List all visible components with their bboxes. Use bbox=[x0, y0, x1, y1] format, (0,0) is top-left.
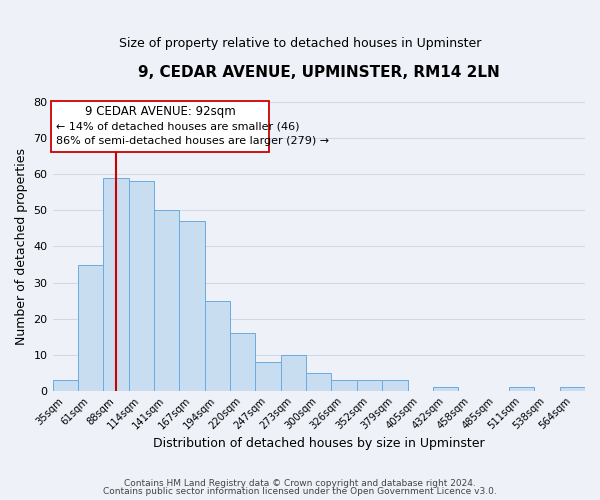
Bar bbox=[205, 300, 230, 391]
Title: 9, CEDAR AVENUE, UPMINSTER, RM14 2LN: 9, CEDAR AVENUE, UPMINSTER, RM14 2LN bbox=[138, 65, 500, 80]
X-axis label: Distribution of detached houses by size in Upminster: Distribution of detached houses by size … bbox=[153, 437, 485, 450]
Y-axis label: Number of detached properties: Number of detached properties bbox=[15, 148, 28, 345]
Bar bbox=[128, 182, 154, 391]
Bar bbox=[357, 380, 382, 391]
Bar bbox=[53, 380, 78, 391]
Bar bbox=[306, 373, 331, 391]
Text: Contains public sector information licensed under the Open Government Licence v3: Contains public sector information licen… bbox=[103, 487, 497, 496]
Bar bbox=[509, 388, 534, 391]
Text: Size of property relative to detached houses in Upminster: Size of property relative to detached ho… bbox=[119, 38, 481, 51]
Bar bbox=[281, 355, 306, 391]
Bar bbox=[103, 178, 128, 391]
Text: 86% of semi-detached houses are larger (279) →: 86% of semi-detached houses are larger (… bbox=[56, 136, 329, 146]
Bar bbox=[230, 333, 256, 391]
Bar bbox=[154, 210, 179, 391]
Text: Contains HM Land Registry data © Crown copyright and database right 2024.: Contains HM Land Registry data © Crown c… bbox=[124, 478, 476, 488]
Bar bbox=[78, 264, 103, 391]
Bar bbox=[433, 388, 458, 391]
Text: 9 CEDAR AVENUE: 92sqm: 9 CEDAR AVENUE: 92sqm bbox=[85, 104, 236, 118]
Bar bbox=[256, 362, 281, 391]
Bar bbox=[382, 380, 407, 391]
Bar bbox=[331, 380, 357, 391]
Text: ← 14% of detached houses are smaller (46): ← 14% of detached houses are smaller (46… bbox=[56, 121, 299, 131]
Bar bbox=[560, 388, 585, 391]
Bar bbox=[179, 221, 205, 391]
